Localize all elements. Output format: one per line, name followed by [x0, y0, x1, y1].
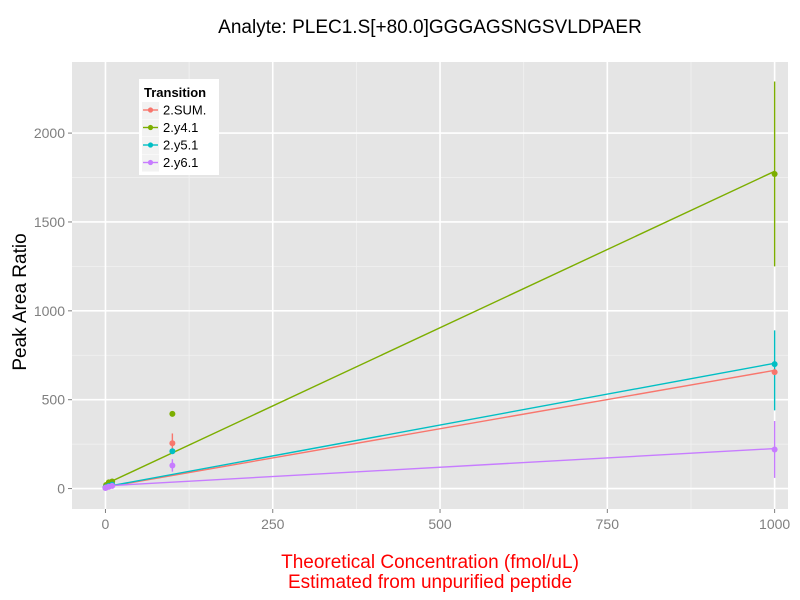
- fit-lines: [105, 170, 775, 488]
- y-tick-label: 1500: [34, 214, 65, 230]
- x-axis-label-line-1: Theoretical Concentration (fmol/uL): [281, 552, 579, 573]
- data-points: [102, 170, 778, 492]
- x-axis-ticks: 0 250 500 750 1000: [102, 509, 790, 532]
- x-tick-label: 0: [102, 516, 110, 532]
- fit-line-2.y4.1: [105, 170, 775, 485]
- legend-entry-label: 2.y5.1: [163, 138, 198, 153]
- x-tick-label: 250: [261, 516, 285, 532]
- fit-line-2.SUM.: [105, 369, 775, 488]
- data-point-2.SUM.: [169, 440, 176, 447]
- x-tick-label: 1000: [759, 516, 790, 532]
- legend-key-point: [147, 142, 154, 148]
- y-axis-label: Peak Area Ratio: [10, 233, 31, 370]
- y-tick-label: 500: [42, 392, 66, 408]
- legend-key-point: [147, 107, 154, 113]
- x-axis-label-line-2: Estimated from unpurified peptide: [288, 572, 572, 593]
- fit-line-2.y6.1: [105, 447, 775, 487]
- data-point-2.y6.1: [109, 482, 116, 489]
- legend-key-point: [147, 124, 154, 131]
- chart-title: Analyte: PLEC1.S[+80.0]GGGAGSNGSVLDPAER: [218, 17, 642, 38]
- fit-line-2.y5.1: [105, 362, 775, 488]
- y-axis-ticks: 0 500 1000 1500 2000: [34, 125, 72, 497]
- legend-title: Transition: [144, 85, 206, 100]
- legend-entry-label: 2.y6.1: [163, 155, 198, 170]
- data-point-2.y6.1: [771, 446, 778, 453]
- data-point-2.y6.1: [169, 462, 176, 469]
- data-point-2.y4.1: [771, 170, 778, 177]
- y-tick-label: 0: [57, 481, 65, 497]
- legend-entry-label: 2.SUM.: [163, 103, 206, 118]
- data-point-2.y5.1: [169, 448, 176, 455]
- x-tick-label: 500: [428, 516, 452, 532]
- x-tick-label: 750: [596, 516, 620, 532]
- legend: Transition 2.SUM. 2.y4.1 2.y5.1 2.y6.1: [139, 79, 219, 175]
- legend-key-point: [147, 159, 154, 166]
- data-point-2.SUM.: [771, 369, 778, 376]
- y-tick-label: 2000: [34, 125, 65, 141]
- data-point-2.y4.1: [169, 410, 176, 417]
- legend-entry-label: 2.y4.1: [163, 120, 198, 135]
- grid-lines: [72, 62, 788, 509]
- data-point-2.y5.1: [771, 361, 778, 368]
- y-tick-label: 1000: [34, 303, 65, 319]
